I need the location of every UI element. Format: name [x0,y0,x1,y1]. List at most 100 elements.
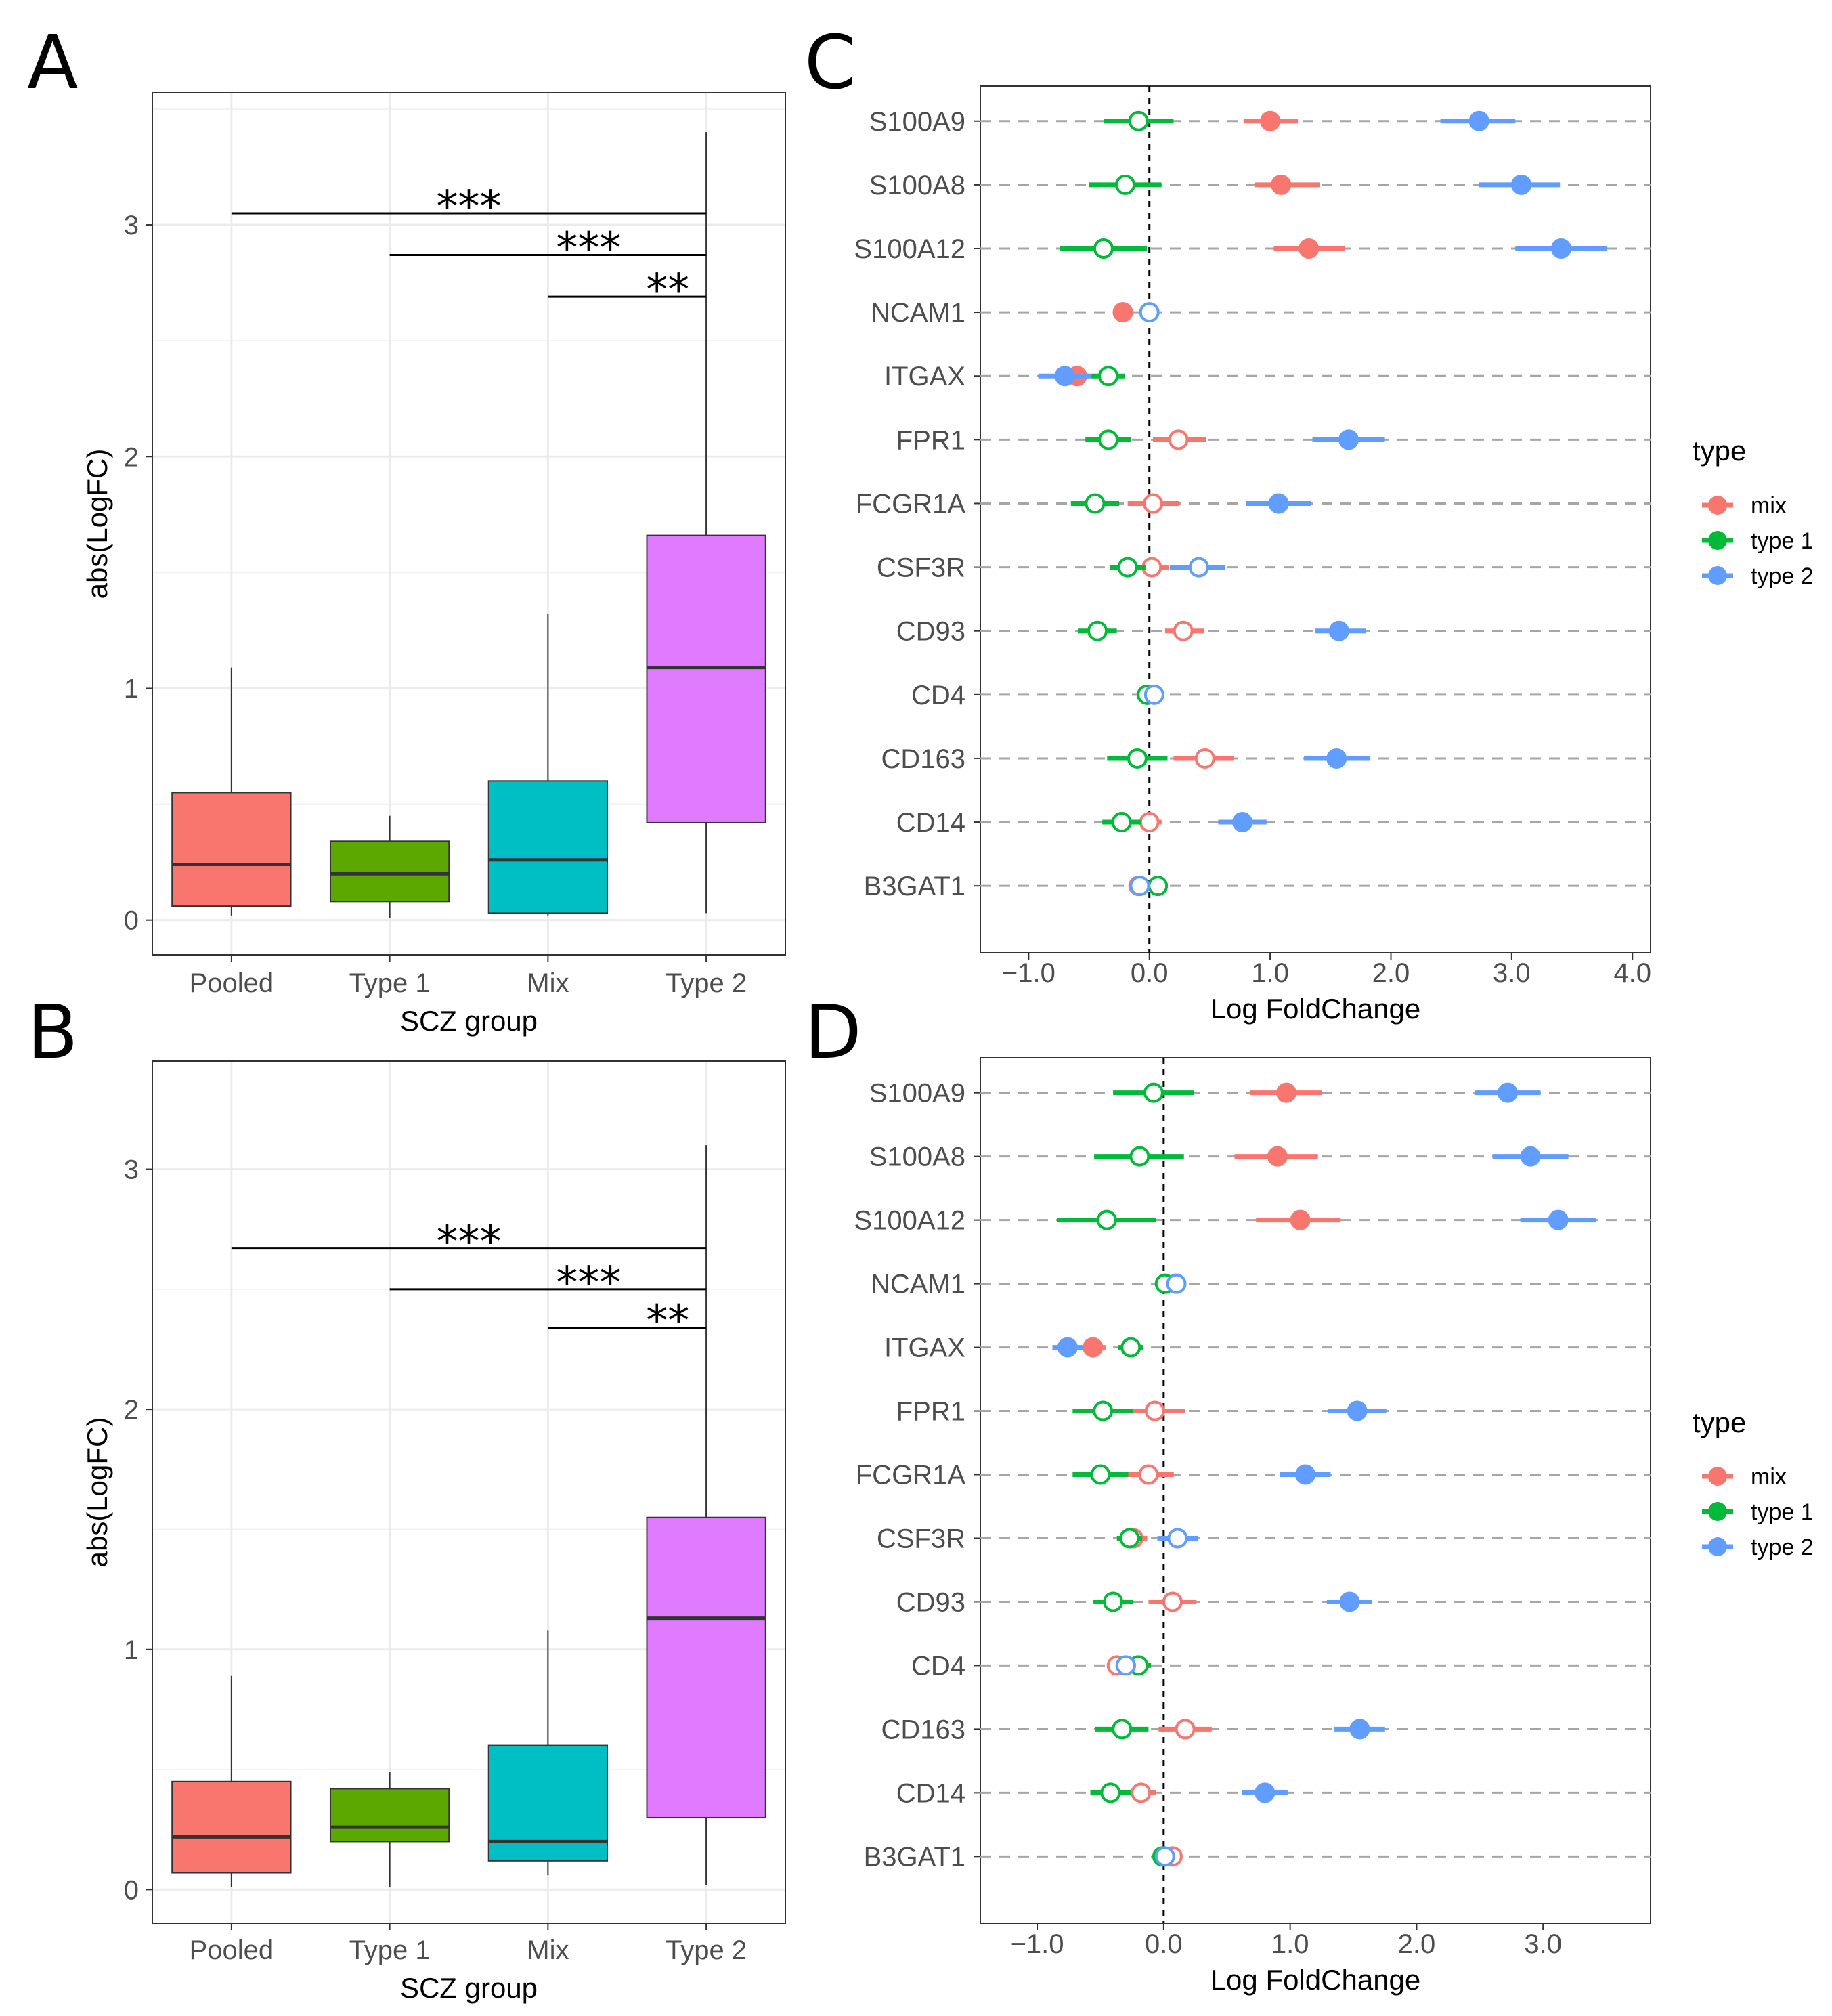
forestd-mix-point [1175,1719,1196,1740]
forestc-type1-point [1098,366,1119,387]
boxa-box-3 [646,534,766,823]
forestc-type2-point [1143,684,1164,705]
boxb-y-tick-label: 0 [124,1875,139,1905]
forestc-gene-label: ITGAX [884,362,965,391]
forestd-mix-point [1290,1209,1311,1230]
forestd-legend-key-point [1708,1537,1727,1556]
forestc-mix-point [1112,302,1133,323]
forestd-mix-point [1131,1782,1152,1803]
forestc-type1-point [1087,620,1108,641]
forestc-type2-point [1551,238,1571,259]
boxb-y-tick-label: 2 [124,1395,139,1425]
forestd-mix-point [1138,1464,1159,1485]
forestd-gene-label: S100A9 [869,1079,965,1109]
forestc-type1-point [1115,174,1136,195]
forestc-type2-point [1326,748,1347,769]
forestd-legend-label: type 2 [1751,1535,1814,1560]
boxb-box-1 [329,1788,450,1843]
forestd-legend-label: mix [1751,1464,1787,1490]
boxb-x-tick-label: Type 2 [666,1935,747,1965]
boxb-box-2 [487,1744,609,1862]
forestd-gene-label: CD163 [881,1715,965,1744]
forestd-type2-point [1295,1464,1316,1485]
forestc-type1-point [1128,110,1149,131]
boxb-significance-label: *** [437,1218,502,1268]
boxa-x-tick-label: Type 1 [349,968,431,998]
forestd-mix-point [1276,1082,1297,1103]
boxa-significance-label: ** [646,265,689,316]
forestc-gene-label: S100A12 [854,234,965,264]
forestc-mix-point [1143,493,1164,514]
forestd-gene-label: CD14 [896,1778,965,1808]
forestd-gene-label: S100A12 [854,1206,965,1236]
forestc-type2-point [1232,812,1253,833]
forestd-type2-point [1349,1719,1370,1740]
boxa-x-tick-label: Mix [527,968,569,998]
forestc-gene-label: CD14 [896,808,965,838]
forestc-gene-label: NCAM1 [871,298,965,328]
forestd-legend-key-point [1708,1502,1727,1521]
forestd-type2-point [1548,1209,1569,1230]
boxb-x-axis-title: SCZ group [400,1972,538,2004]
boxb-box-3 [646,1516,766,1818]
boxb-y-tick-label: 1 [124,1635,139,1665]
forestc-type1-point [1085,493,1106,514]
forestc-x-tick-label: 3.0 [1493,958,1531,988]
forestc-type2-point [1129,876,1150,897]
boxb-y-axis-title: abs(LogFC) [81,1417,113,1568]
forestd-gene-label: ITGAX [884,1333,965,1363]
forestc-mix-point [1194,748,1215,769]
boxb-box-0 [171,1780,292,1874]
boxa-panel-border [152,92,786,956]
forestc-legend-label: type 1 [1751,528,1814,554]
boxb-panel-border [152,1060,786,1924]
forestd-type2-point [1166,1273,1187,1294]
panel-label-d: D [804,989,862,1075]
forestd-x-tick-label: 1.0 [1271,1929,1309,1959]
forestc-gene-label: S100A9 [869,107,965,137]
forestc-mix-point [1299,238,1320,259]
forestc-type1-point [1098,429,1119,450]
boxa-x-tick-label: Type 2 [666,968,747,998]
forestc-legend-label: type 2 [1751,563,1814,589]
boxa-y-tick-label: 1 [124,674,139,704]
forestc-panel-border [980,85,1651,953]
forestd-mix-point [1083,1337,1104,1358]
forestc-gene-label: CD93 [896,617,965,647]
forestc-legend-key-point [1708,496,1727,515]
boxa-box-2 [487,780,609,914]
forestd-x-tick-label: 3.0 [1524,1929,1562,1959]
forestc-type2-point [1139,302,1160,323]
forestc-gene-label: CSF3R [877,553,965,583]
forestd-type2-point [1339,1591,1360,1612]
boxa-y-tick-label: 2 [124,442,139,472]
forestd-type2-point [1057,1337,1078,1358]
panel-label-c: C [804,19,856,106]
forestc-gene-label: FPR1 [896,425,965,455]
forestc-type2-point [1188,557,1209,578]
forestc-legend-key-point [1708,566,1727,585]
boxa-x-axis-title: SCZ group [400,1005,538,1037]
forestc-gene-label: B3GAT1 [864,872,965,901]
forestd-mix-point [1267,1146,1288,1167]
forestd-type1-point [1119,1528,1140,1549]
forestd-gene-label: CD93 [896,1587,965,1617]
forestd-type1-point [1093,1400,1114,1421]
boxa-box-1 [329,840,450,903]
boxb-significance-label: ** [646,1297,689,1347]
forestc-type2-point [1511,174,1532,195]
forestd-gene-label: CD4 [911,1651,965,1681]
forestc-legend-title: type [1693,435,1746,467]
forestc-type1-point [1093,238,1114,259]
forestd-mix-point [1162,1591,1183,1612]
forestc-mix-point [1260,110,1281,131]
forestd-type1-point [1129,1146,1150,1167]
forestc-x-tick-label: 4.0 [1613,958,1651,988]
forestd-legend-title: type [1693,1407,1746,1438]
forestd-type2-point [1115,1655,1136,1676]
forestd-legend-key-point [1708,1467,1727,1486]
forestc-type2-point [1468,110,1489,131]
boxb-y-tick-label: 3 [124,1155,139,1185]
forestc-gene-label: CD4 [911,681,965,710]
